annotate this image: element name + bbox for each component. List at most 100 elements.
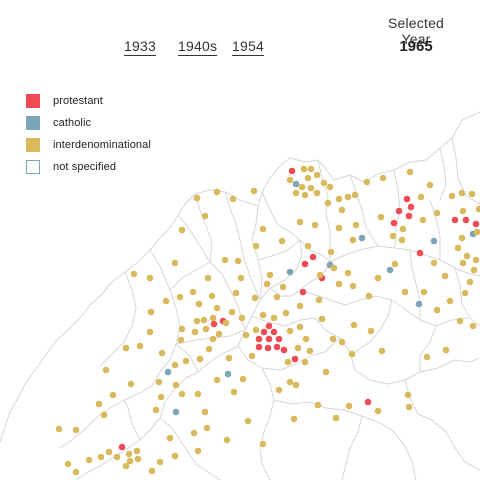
interdenominational-school-point[interactable] [72,426,80,434]
interdenominational-school-point[interactable] [200,316,208,324]
interdenominational-school-point[interactable] [171,361,179,369]
interdenominational-school-point[interactable] [304,242,312,250]
interdenominational-school-point[interactable] [282,309,290,317]
interdenominational-school-point[interactable] [178,226,186,234]
interdenominational-school-point[interactable] [171,259,179,267]
interdenominational-school-point[interactable] [448,192,456,200]
interdenominational-school-point[interactable] [332,414,340,422]
interdenominational-school-point[interactable] [430,259,438,267]
legend-item-interdenominational[interactable]: interdenominational [26,134,151,156]
interdenominational-school-point[interactable] [322,368,330,376]
interdenominational-school-point[interactable] [442,346,450,354]
interdenominational-school-point[interactable] [298,183,306,191]
interdenominational-school-point[interactable] [286,378,294,386]
interdenominational-school-point[interactable] [203,424,211,432]
interdenominational-school-point[interactable] [378,347,386,355]
interdenominational-school-point[interactable] [113,453,121,461]
interdenominational-school-point[interactable] [352,221,360,229]
interdenominational-school-point[interactable] [327,248,335,256]
protestant-school-point[interactable] [451,216,459,224]
interdenominational-school-point[interactable] [389,232,397,240]
interdenominational-school-point[interactable] [468,190,476,198]
interdenominational-school-point[interactable] [286,327,294,335]
interdenominational-school-point[interactable] [374,407,382,415]
interdenominational-school-point[interactable] [401,288,409,296]
interdenominational-school-point[interactable] [190,429,198,437]
interdenominational-school-point[interactable] [178,325,186,333]
interdenominational-school-point[interactable] [196,355,204,363]
interdenominational-school-point[interactable] [152,406,160,414]
catholic-school-point[interactable] [164,368,172,376]
interdenominational-school-point[interactable] [230,388,238,396]
protestant-school-point[interactable] [299,288,307,296]
interdenominational-school-point[interactable] [195,300,203,308]
interdenominational-school-point[interactable] [158,349,166,357]
interdenominational-school-point[interactable] [379,174,387,182]
interdenominational-school-point[interactable] [201,212,209,220]
protestant-school-point[interactable] [118,443,126,451]
interdenominational-school-point[interactable] [221,256,229,264]
interdenominational-school-point[interactable] [178,390,186,398]
interdenominational-school-point[interactable] [315,296,323,304]
interdenominational-school-point[interactable] [209,314,217,322]
interdenominational-school-point[interactable] [130,270,138,278]
interdenominational-school-point[interactable] [351,191,359,199]
interdenominational-school-point[interactable] [301,191,309,199]
interdenominational-school-point[interactable] [367,327,375,335]
interdenominational-school-point[interactable] [423,353,431,361]
interdenominational-school-point[interactable] [286,176,294,184]
interdenominational-school-point[interactable] [146,274,154,282]
interdenominational-school-point[interactable] [459,259,467,267]
interdenominational-school-point[interactable] [284,358,292,366]
interdenominational-school-point[interactable] [300,165,308,173]
protestant-school-point[interactable] [288,167,296,175]
catholic-school-point[interactable] [415,300,423,308]
interdenominational-school-point[interactable] [349,236,357,244]
year-link-1940s[interactable]: 1940s [178,38,218,54]
interdenominational-school-point[interactable] [259,440,267,448]
protestant-school-point[interactable] [395,207,403,215]
interdenominational-school-point[interactable] [363,178,371,186]
interdenominational-school-point[interactable] [456,317,464,325]
catholic-school-point[interactable] [358,234,366,242]
interdenominational-school-point[interactable] [278,237,286,245]
interdenominational-school-point[interactable] [191,328,199,336]
interdenominational-school-point[interactable] [171,452,179,460]
protestant-school-point[interactable] [309,253,317,261]
interdenominational-school-point[interactable] [318,315,326,323]
interdenominational-school-point[interactable] [242,331,250,339]
interdenominational-school-point[interactable] [335,195,343,203]
interdenominational-school-point[interactable] [307,165,315,173]
interdenominational-school-point[interactable] [225,354,233,362]
interdenominational-school-point[interactable] [417,193,425,201]
interdenominational-school-point[interactable] [406,168,414,176]
interdenominational-school-point[interactable] [458,189,466,197]
interdenominational-school-point[interactable] [55,425,63,433]
interdenominational-school-point[interactable] [136,342,144,350]
interdenominational-school-point[interactable] [157,393,165,401]
protestant-school-point[interactable] [265,335,273,343]
protestant-school-point[interactable] [275,335,283,343]
interdenominational-school-point[interactable] [335,224,343,232]
interdenominational-school-point[interactable] [100,411,108,419]
interdenominational-school-point[interactable] [263,280,271,288]
interdenominational-school-point[interactable] [248,352,256,360]
interdenominational-school-point[interactable] [213,376,221,384]
interdenominational-school-point[interactable] [156,458,164,466]
interdenominational-school-point[interactable] [292,189,300,197]
protestant-school-point[interactable] [390,219,398,227]
protestant-school-point[interactable] [405,212,413,220]
interdenominational-school-point[interactable] [250,187,258,195]
interdenominational-school-point[interactable] [374,274,382,282]
interdenominational-school-point[interactable] [350,321,358,329]
protestant-school-point[interactable] [210,320,218,328]
interdenominational-school-point[interactable] [223,436,231,444]
interdenominational-school-point[interactable] [85,456,93,464]
interdenominational-school-point[interactable] [461,289,469,297]
interdenominational-school-point[interactable] [454,244,462,252]
interdenominational-school-point[interactable] [193,317,201,325]
year-link-1933[interactable]: 1933 [124,38,156,54]
interdenominational-school-point[interactable] [238,314,246,322]
interdenominational-school-point[interactable] [213,304,221,312]
